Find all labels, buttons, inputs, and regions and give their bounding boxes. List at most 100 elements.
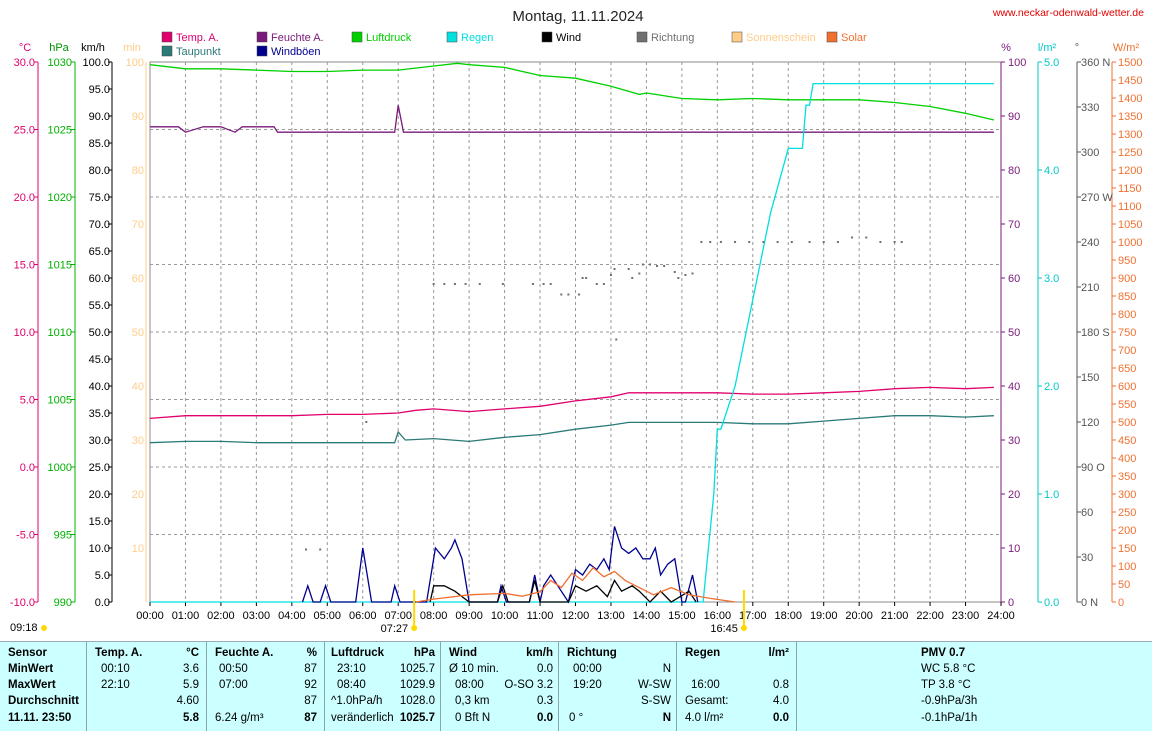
axis-tick-label: 1010 (48, 327, 72, 339)
stats-row-avg: Durchschnitt (8, 695, 79, 707)
axis-tick-label: 60.0 (89, 273, 110, 285)
axis-tick-label: -10.0 (10, 597, 35, 609)
hum-current: 87 (304, 712, 317, 724)
axis-tick-label: 4.0 (1044, 165, 1059, 177)
axis-tick-label: 20.0 (14, 192, 35, 204)
direction-point (560, 293, 563, 296)
dir-deg: 0 ° (569, 712, 584, 724)
series-line-luftdruck (149, 62, 995, 121)
hum-max-time: 07:00 (219, 679, 248, 691)
direction-point (595, 283, 598, 285)
direction-point (709, 241, 712, 243)
stats-sensor-header: Sensor (8, 647, 47, 659)
sun-marker-label: 16:45 (710, 623, 738, 635)
axis-tick-label: 0 (1008, 597, 1014, 609)
stats-row-max: MaxWert (8, 679, 56, 691)
direction-point (808, 241, 811, 243)
axis-unit-label: min (123, 42, 141, 54)
wind-bft: 0 Bft N (455, 712, 491, 724)
stats-row-min: MinWert (8, 663, 54, 675)
axis-tick-label: 50 (132, 327, 144, 339)
hum-abs: 6.24 g/m³ (215, 712, 264, 724)
axis-tick-label: 250 (1118, 507, 1136, 519)
wind-run: 0,3 km (455, 695, 490, 707)
axis-tick-label: 550 (1118, 399, 1136, 411)
pmv-trend1h: -0.1hPa/1h (921, 712, 978, 724)
rain-total: 4.0 (773, 695, 789, 707)
axis-tick-label: 600 (1118, 381, 1136, 393)
direction-point (900, 241, 903, 243)
temp-min-time: 00:10 (101, 663, 130, 675)
legend-swatch (351, 31, 363, 43)
axis-tick-label: 2.0 (1044, 381, 1059, 393)
axis-tick-label: 350 (1118, 471, 1136, 483)
hum-max: 92 (304, 679, 317, 691)
axis-tick-label: 1500 (1118, 57, 1142, 69)
axis-tick-label: 450 (1118, 435, 1136, 447)
legend-label: Luftdruck (366, 32, 412, 44)
direction-point (684, 274, 687, 276)
direction-point (851, 236, 854, 239)
axis-tick-label: 1150 (1118, 183, 1142, 195)
axis-tick-label: 995 (54, 530, 72, 542)
axis-tick-label: 650 (1118, 363, 1136, 375)
series-line-solar (415, 566, 736, 603)
axis-unit-label: hPa (49, 42, 69, 54)
press-trend: ^1.0hPa/h (331, 695, 383, 707)
hum-min: 87 (304, 663, 317, 675)
legend-label: Feuchte A. (271, 32, 324, 44)
direction-point (790, 241, 793, 243)
press-min: 1025.7 (399, 663, 435, 675)
direction-point (677, 277, 680, 279)
rain-unit: l/m² (768, 647, 789, 659)
axis-tick-label: 900 (1118, 273, 1136, 285)
hum-min-time: 00:50 (219, 663, 248, 675)
axis-tick-label: 300 (1118, 489, 1136, 501)
stats-row-current: 11.11. 23:50 (8, 712, 72, 724)
axis-tick-label: 800 (1118, 309, 1136, 321)
axis-tick-label: 20 (132, 489, 144, 501)
direction-point (836, 241, 839, 243)
direction-point (719, 241, 722, 243)
press-max-time: 08:40 (337, 679, 366, 691)
direction-point (542, 283, 545, 285)
direction-point (776, 241, 779, 243)
axis-unit-label: ° (1075, 42, 1079, 54)
axis-tick-label: 40.0 (89, 381, 110, 393)
x-tick-label: 17:00 (739, 610, 767, 622)
axis-tick-label: 5.0 (20, 395, 35, 407)
pmv-windchill: WC 5.8 °C (921, 663, 976, 675)
direction-point (656, 265, 659, 267)
site-link[interactable]: www.neckar-odenwald-wetter.de (992, 7, 1144, 19)
direction-point (700, 241, 703, 243)
press-unit: hPa (413, 647, 435, 659)
wind-current: 0.0 (537, 712, 553, 724)
sun-marker-dot (740, 625, 747, 631)
series-layer (149, 62, 995, 604)
dir-min-time: 00:00 (573, 663, 602, 675)
stats-col-wind: Wind km/h Ø 10 min. 0.0 08:00 O-SO 3.2 0… (440, 642, 559, 731)
direction-point (631, 277, 634, 279)
axis-tick-label: 200 (1118, 525, 1136, 537)
axis-tick-label: 100 (1008, 57, 1026, 69)
direction-point (613, 268, 616, 270)
axis-tick-label: 990 (54, 597, 72, 609)
series-line-regen (150, 82, 994, 603)
legend-swatch (256, 31, 268, 43)
axis-tick-label: 1200 (1118, 165, 1142, 177)
direction-point (648, 263, 651, 266)
press-forecast: veränderlich (331, 712, 394, 724)
axis-tick-label: 15.0 (89, 516, 110, 528)
rain-max: 0.8 (773, 679, 789, 691)
legend-swatch (161, 45, 173, 57)
axis-tick-label: 1300 (1118, 129, 1142, 141)
direction-point (464, 283, 467, 285)
direction-point (822, 241, 825, 243)
axis-tick-label: 60 (1081, 507, 1093, 519)
direction-point (615, 338, 618, 341)
axes: 30.025.020.015.010.05.00.0-5.0-10.010301… (10, 57, 1143, 622)
legend-swatch (541, 31, 553, 43)
axis-tick-label: 70 (1008, 219, 1020, 231)
axis-tick-label: 400 (1118, 453, 1136, 465)
axis-tick-label: 1000 (48, 462, 72, 474)
